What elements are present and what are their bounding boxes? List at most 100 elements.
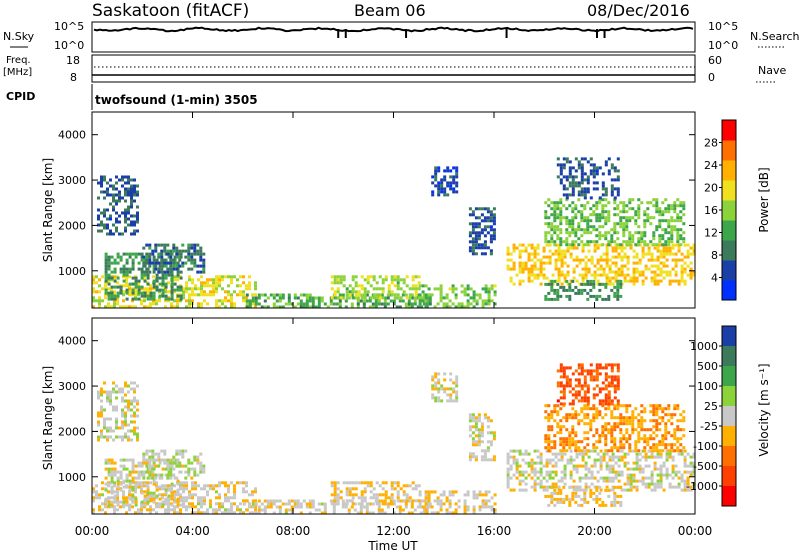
velocity-cell bbox=[145, 470, 149, 474]
power-cell bbox=[574, 169, 578, 173]
power-cell bbox=[115, 229, 118, 233]
power-cell bbox=[125, 273, 129, 277]
velocity-cell bbox=[665, 470, 669, 474]
power-cell bbox=[124, 181, 127, 185]
velocity-cell bbox=[440, 384, 444, 388]
velocity-cell bbox=[161, 484, 164, 488]
velocity-cell bbox=[124, 423, 127, 427]
velocity-cell bbox=[544, 446, 548, 450]
velocity-cell bbox=[550, 416, 554, 420]
power-cell bbox=[263, 293, 267, 297]
power-cell bbox=[619, 216, 623, 220]
velocity-cell bbox=[487, 490, 491, 494]
velocity-cell bbox=[626, 488, 630, 492]
power-cell bbox=[547, 222, 551, 226]
power-cell bbox=[248, 275, 251, 279]
power-cell bbox=[169, 252, 173, 256]
power-cell bbox=[460, 284, 464, 288]
power-cell bbox=[646, 201, 650, 205]
velocity-colorbar-swatch bbox=[722, 426, 736, 447]
power-cell bbox=[443, 178, 447, 182]
power-cell bbox=[559, 237, 563, 241]
power-cell bbox=[194, 284, 197, 288]
power-cell bbox=[676, 228, 680, 232]
power-cell bbox=[245, 305, 249, 309]
power-cell bbox=[553, 204, 557, 208]
velocity-cell bbox=[559, 381, 563, 385]
velocity-cell bbox=[251, 505, 255, 509]
velocity-cell bbox=[471, 437, 475, 441]
velocity-cell bbox=[616, 500, 620, 504]
velocity-cell bbox=[384, 496, 388, 500]
power-cell bbox=[683, 270, 687, 274]
power-cell bbox=[539, 282, 543, 286]
velocity-cell bbox=[656, 473, 660, 477]
power-cell bbox=[97, 214, 100, 218]
power-cell bbox=[544, 282, 548, 286]
power-cell bbox=[167, 273, 171, 277]
velocity-cell bbox=[626, 452, 630, 456]
power-cell bbox=[481, 299, 485, 303]
power-cell bbox=[386, 296, 390, 300]
velocity-cell bbox=[110, 496, 113, 500]
power-cell bbox=[571, 175, 575, 179]
power-cell bbox=[436, 287, 440, 291]
power-cell bbox=[393, 293, 397, 297]
power-cell bbox=[652, 198, 656, 202]
velocity-cell bbox=[124, 411, 127, 415]
velocity-cell bbox=[206, 484, 209, 488]
velocity-cell bbox=[628, 446, 632, 450]
velocity-cell bbox=[565, 428, 569, 432]
power-cell bbox=[559, 222, 563, 226]
velocity-cell bbox=[577, 390, 581, 394]
power-cell bbox=[574, 231, 578, 235]
power-cell bbox=[647, 249, 651, 253]
power-cell bbox=[518, 255, 522, 259]
power-cell bbox=[629, 279, 633, 283]
velocity-cell bbox=[449, 396, 453, 400]
power-cell bbox=[185, 299, 188, 303]
velocity-cell bbox=[481, 502, 485, 506]
power-cell bbox=[330, 281, 334, 285]
power-cell bbox=[559, 285, 563, 289]
power-cell bbox=[254, 284, 257, 288]
velocity-cell bbox=[670, 449, 674, 453]
power-cell bbox=[119, 270, 123, 274]
power-cell bbox=[212, 284, 215, 288]
velocity-cell bbox=[360, 496, 364, 500]
power-cell bbox=[157, 270, 161, 274]
velocity-cell bbox=[644, 458, 648, 462]
velocity-cell bbox=[559, 375, 563, 379]
velocity-cell bbox=[480, 431, 484, 435]
velocity-cell bbox=[667, 413, 671, 417]
power-cell bbox=[655, 207, 659, 211]
power-cell bbox=[580, 172, 584, 176]
velocity-cell bbox=[515, 467, 519, 471]
velocity-cell bbox=[575, 464, 579, 468]
power-cell bbox=[92, 275, 95, 279]
velocity-cell bbox=[480, 425, 484, 429]
power-cell bbox=[571, 279, 575, 283]
velocity-cell bbox=[659, 455, 663, 459]
power-cell bbox=[586, 178, 590, 182]
power-cell bbox=[330, 275, 334, 279]
power-cell bbox=[275, 305, 279, 309]
velocity-cell bbox=[290, 508, 294, 512]
power-cell bbox=[559, 216, 563, 220]
velocity-cell bbox=[224, 481, 227, 485]
velocity-cell bbox=[577, 422, 581, 426]
velocity-cell bbox=[689, 455, 693, 459]
velocity-cell bbox=[107, 484, 110, 488]
power-cell bbox=[431, 193, 435, 197]
power-cell bbox=[553, 219, 557, 223]
velocity-cell bbox=[616, 422, 620, 426]
power-cell bbox=[644, 276, 648, 280]
velocity-cell bbox=[410, 511, 414, 515]
power-cell bbox=[166, 249, 170, 253]
power-cell bbox=[574, 285, 578, 289]
power-cell bbox=[443, 175, 447, 179]
power-cell bbox=[287, 302, 291, 306]
velocity-cell bbox=[673, 428, 677, 432]
velocity-cell bbox=[113, 505, 116, 509]
velocity-cell bbox=[463, 493, 467, 497]
